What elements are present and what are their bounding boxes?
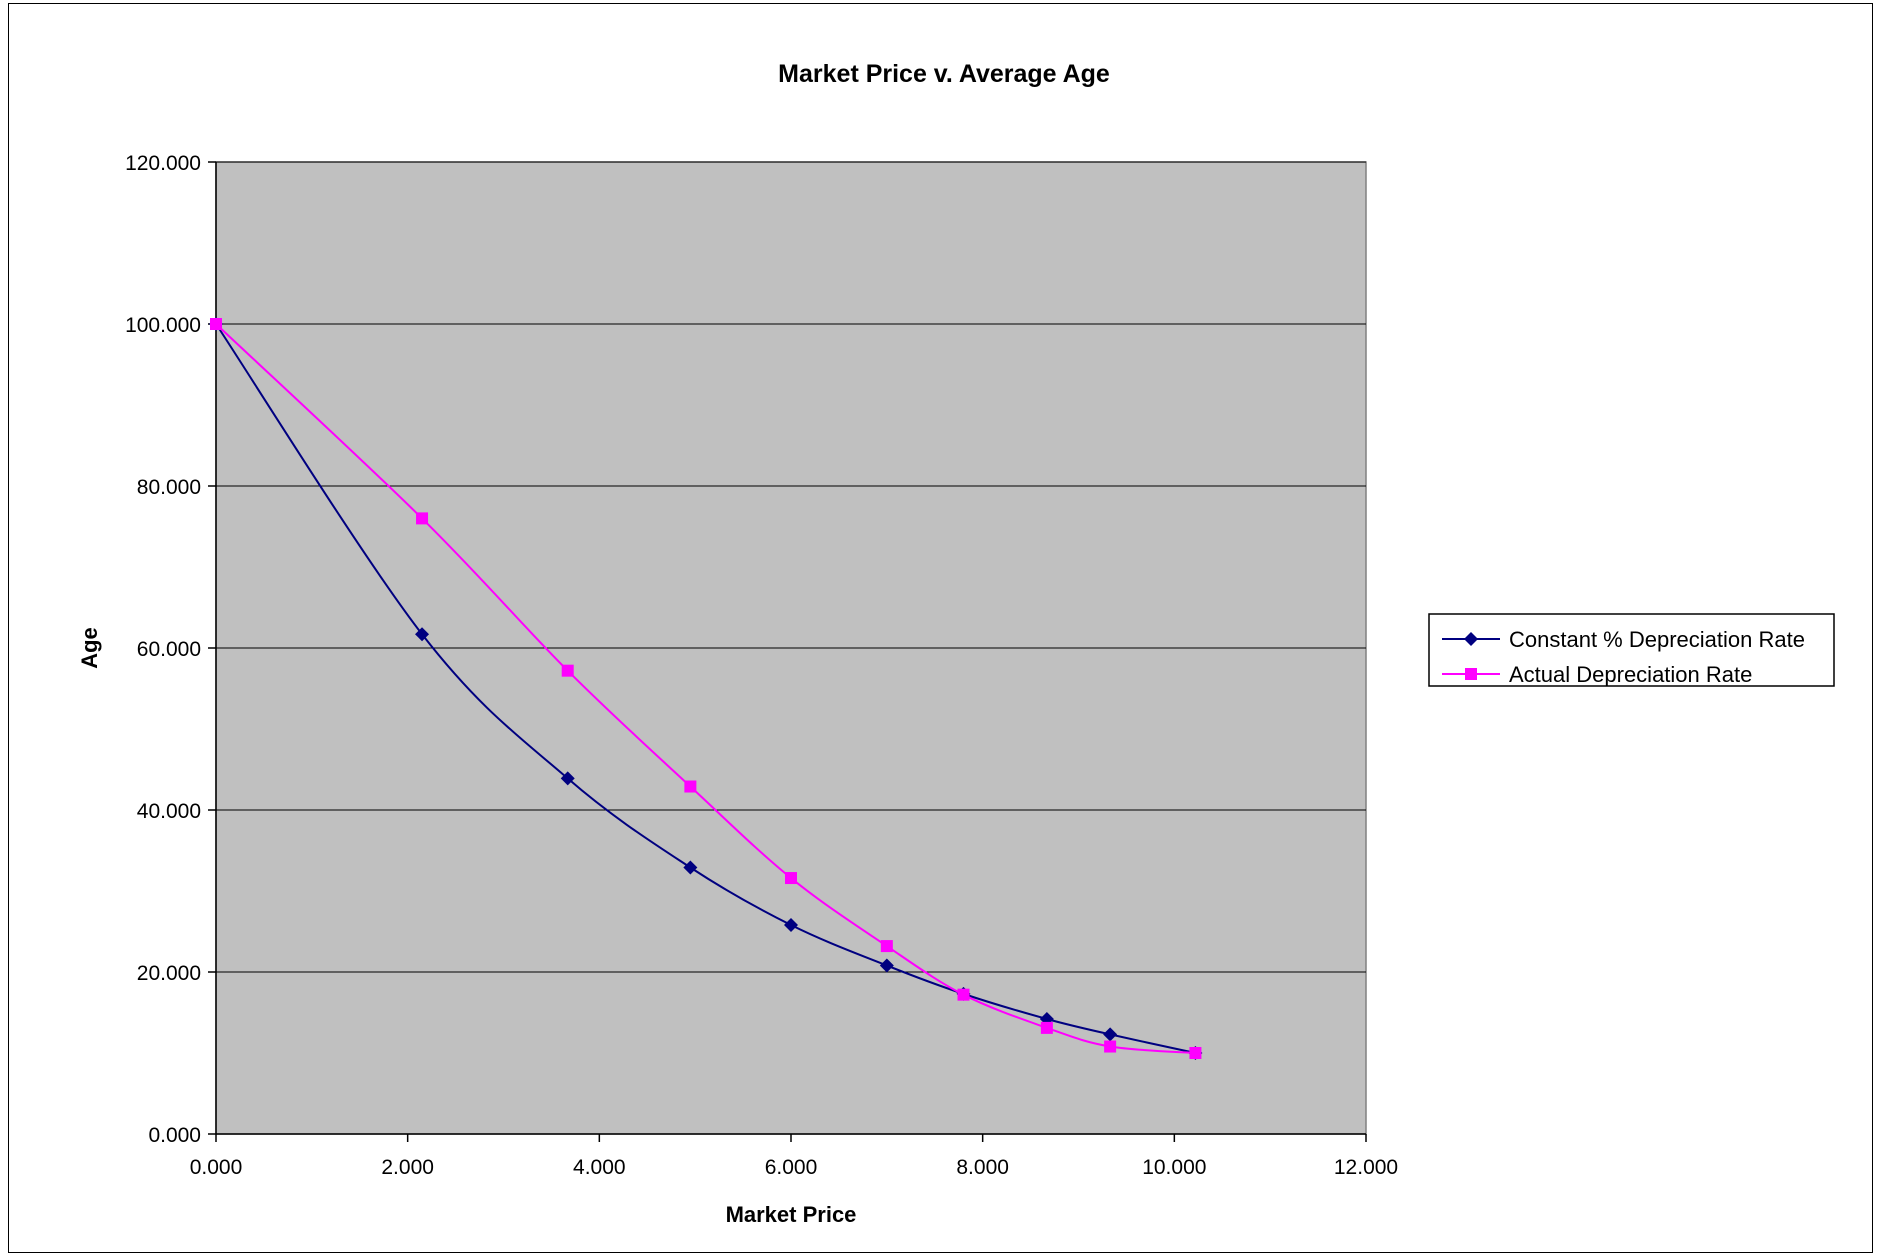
x-tick-label-1: 2.000 — [381, 1156, 434, 1179]
x-tick-label-4: 8.000 — [956, 1156, 1009, 1179]
series-layer — [209, 317, 1203, 1060]
y-axis-label: Age — [77, 627, 102, 669]
series-1-point-2 — [561, 664, 574, 677]
legend: Constant % Depreciation Rate Actual Depre… — [1428, 613, 1835, 687]
chart-svg: Market Price v. Average Age 0.000 2.000 4.… — [77, 60, 1835, 1227]
series-1-point-6 — [957, 988, 970, 1001]
legend-entries: Constant % Depreciation Rate Actual Depre… — [1442, 627, 1805, 687]
y-tick-label-4: 80.000 — [137, 476, 201, 499]
series-0-point-4 — [784, 918, 798, 933]
y-tick-label-1: 20.000 — [137, 962, 201, 985]
series-1-point-9 — [1189, 1047, 1202, 1059]
legend-label-1: Actual Depreciation Rate — [1509, 662, 1752, 687]
series-0-point-1 — [415, 627, 430, 642]
legend-label-0: Constant % Depreciation Rate — [1509, 627, 1805, 652]
y-tick-label-2: 40.000 — [137, 800, 201, 823]
legend-swatch-marker-0 — [1464, 632, 1478, 646]
series-0-point-2 — [560, 771, 575, 786]
series-1-point-7 — [1040, 1021, 1053, 1034]
legend-swatch-marker-1 — [1465, 668, 1477, 680]
legend-entry-0: Constant % Depreciation Rate — [1442, 627, 1805, 652]
y-tick-label-6: 120.000 — [125, 152, 201, 175]
x-tick-label-3: 6.000 — [765, 1156, 818, 1179]
y-axis-ticks: 0.000 20.000 40.000 60.000 80.000 100.000 120.… — [125, 152, 216, 1147]
series-1-point-4 — [785, 872, 797, 885]
x-axis-label: Market Price — [726, 1202, 857, 1227]
gridlines — [216, 161, 1366, 973]
x-tick-label-0: 0.000 — [190, 1156, 243, 1179]
series-0-point-3 — [683, 860, 698, 875]
chart-title: Market Price v. Average Age — [778, 60, 1110, 88]
x-tick-label-6: 12.000 — [1334, 1156, 1398, 1179]
y-tick-label-5: 100.000 — [125, 314, 201, 337]
series-1-line — [215, 323, 1196, 1054]
series-1 — [210, 318, 1202, 1059]
x-axis-ticks: 0.000 2.000 4.000 6.000 8.000 10.000 12.000 — [190, 1134, 1398, 1179]
series-0-point-5 — [879, 958, 894, 973]
series-0-point-8 — [1103, 1027, 1118, 1042]
series-1-point-5 — [880, 940, 893, 953]
x-tick-label-2: 4.000 — [573, 1156, 626, 1179]
series-1-point-0 — [210, 318, 222, 330]
series-1-point-1 — [416, 512, 429, 525]
legend-entry-1: Actual Depreciation Rate — [1442, 662, 1752, 687]
x-tick-label-5: 10.000 — [1142, 1156, 1206, 1179]
y-tick-label-0: 0.000 — [148, 1124, 201, 1147]
chart-frame: Market Price v. Average Age 0.000 2.000 4.… — [8, 3, 1873, 1253]
series-1-point-8 — [1104, 1040, 1117, 1053]
y-tick-label-3: 60.000 — [137, 638, 201, 661]
series-1-point-3 — [684, 780, 697, 793]
